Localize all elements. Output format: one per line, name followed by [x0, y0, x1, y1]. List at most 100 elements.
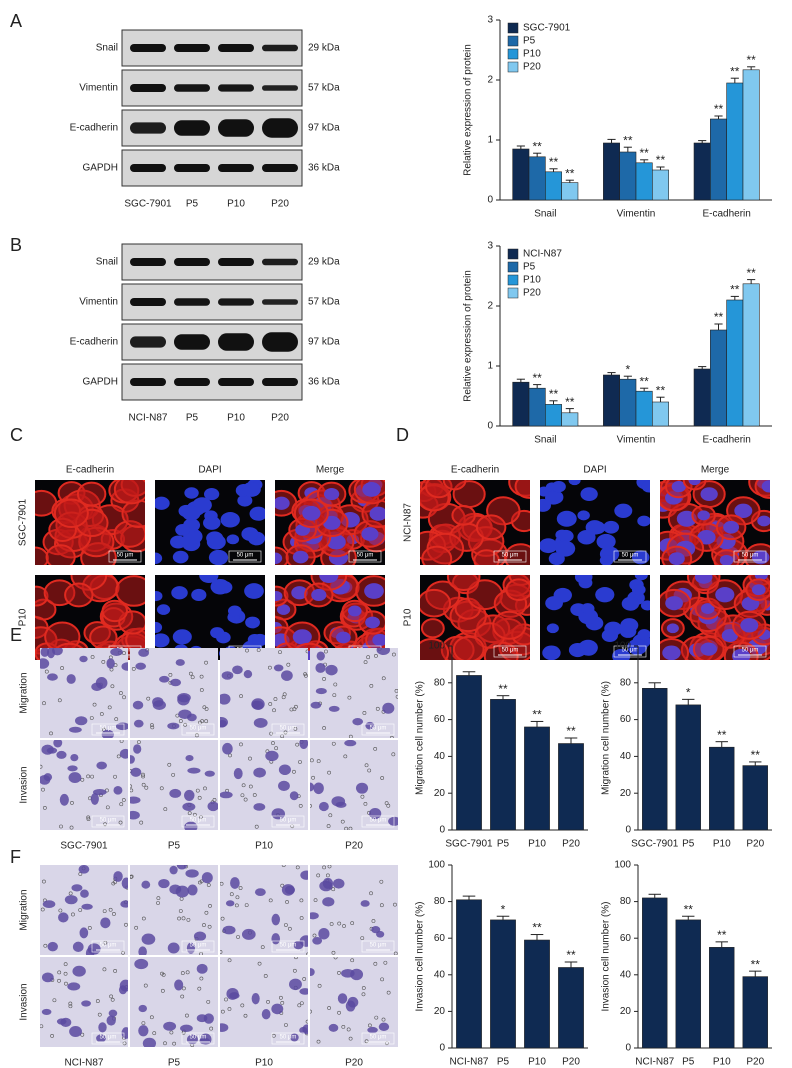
cell — [273, 664, 284, 672]
pore — [283, 730, 288, 735]
image: 50 μm — [310, 740, 398, 830]
bar — [742, 976, 768, 1049]
cell — [177, 694, 190, 706]
nucleus — [637, 515, 650, 527]
cell — [42, 900, 56, 908]
cell — [130, 755, 135, 764]
scale-box — [91, 815, 125, 828]
scale-box — [271, 815, 305, 828]
cell — [56, 750, 67, 759]
cell — [318, 801, 329, 812]
significance: ** — [533, 139, 543, 153]
bar — [512, 381, 530, 427]
cell — [376, 648, 391, 656]
cell — [130, 767, 142, 777]
pore — [369, 891, 373, 896]
pore — [243, 1013, 248, 1018]
legend-swatch — [507, 261, 519, 273]
lane-label: P5 — [186, 199, 199, 210]
pore — [139, 820, 144, 825]
panel-letter: E — [10, 625, 22, 645]
protein-label: E-cadherin — [70, 123, 118, 134]
cell-membrane — [115, 575, 145, 607]
scale-label: 50 μm — [280, 943, 297, 949]
scale-label: 50 μm — [357, 553, 374, 559]
pore — [364, 763, 369, 768]
nucleus — [715, 586, 735, 603]
cell — [241, 928, 256, 940]
pore — [325, 873, 330, 878]
pore — [380, 977, 385, 982]
nucleus — [226, 534, 240, 545]
cell — [106, 1015, 116, 1026]
x-tick-label: P20 — [746, 1057, 764, 1068]
cell — [289, 791, 299, 801]
x-tick-label: P10 — [713, 1057, 731, 1068]
legend-label: P20 — [523, 62, 541, 73]
image: 50 μm — [310, 648, 398, 738]
cell — [299, 988, 308, 995]
blot-band — [262, 164, 298, 172]
image: 50 μm — [275, 575, 385, 660]
blot-band — [130, 298, 166, 306]
cell — [355, 782, 369, 794]
cell — [328, 1023, 339, 1032]
scale-box — [91, 1032, 125, 1045]
cell — [121, 662, 128, 671]
cell-membrane — [446, 575, 481, 591]
pore — [341, 1024, 346, 1029]
cell — [138, 648, 150, 657]
pore — [171, 772, 176, 777]
pore — [183, 722, 188, 727]
bar — [642, 897, 668, 1049]
cell — [180, 1024, 193, 1033]
y-tick-label: 0 — [625, 1043, 631, 1054]
pore — [280, 734, 285, 738]
pore — [274, 746, 279, 751]
significance: ** — [566, 724, 576, 738]
bar — [603, 374, 620, 427]
cell — [74, 716, 88, 726]
pore — [331, 741, 336, 746]
blot-band — [130, 336, 166, 348]
pore — [107, 705, 112, 710]
cell — [130, 796, 141, 804]
blot-band — [130, 378, 166, 386]
image: 50 μm — [220, 865, 308, 955]
nucleus — [365, 616, 380, 629]
x-tick-label: P5 — [497, 1057, 510, 1068]
pore — [395, 694, 398, 699]
cell — [220, 791, 233, 799]
nucleus — [595, 586, 615, 603]
pore — [41, 787, 45, 792]
bar — [742, 283, 760, 427]
y-tick-label: 2 — [487, 75, 493, 86]
pore — [295, 742, 300, 747]
pore — [327, 1006, 331, 1010]
pore — [305, 1019, 308, 1024]
nucleus — [589, 521, 606, 535]
blot-band — [262, 299, 298, 305]
cell — [369, 807, 382, 820]
pore — [263, 974, 268, 978]
cell — [378, 1022, 390, 1031]
scale-box — [181, 723, 215, 736]
significance: ** — [751, 957, 761, 971]
bar — [742, 69, 760, 201]
pore — [159, 786, 164, 791]
pore — [188, 671, 193, 676]
pore — [328, 813, 333, 818]
significance: ** — [730, 64, 740, 78]
image: 50 μm — [540, 480, 650, 565]
bar — [635, 162, 653, 201]
significance: ** — [549, 155, 559, 169]
nucleus — [369, 506, 385, 521]
pore — [373, 961, 378, 966]
blot-band — [262, 332, 298, 352]
blot-band — [218, 378, 254, 386]
pore — [42, 879, 46, 884]
cell — [67, 765, 78, 772]
cell — [175, 659, 185, 666]
y-tick-label: 100 — [428, 860, 445, 871]
image-bg — [220, 957, 308, 1047]
